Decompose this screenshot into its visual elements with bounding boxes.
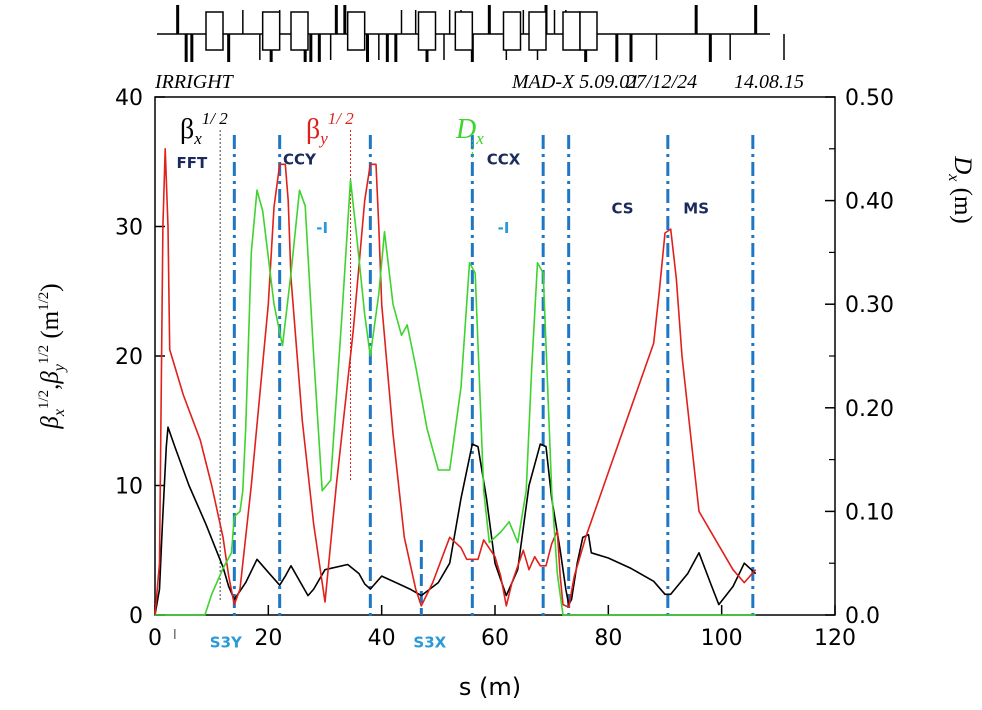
y-right-tick-label: 0.10 (845, 500, 894, 525)
y-right-title-unit: (m) (949, 181, 976, 223)
y-right-tick-label: 0.50 (845, 86, 894, 111)
lattice-layout (157, 5, 785, 62)
y-left-tick-label: 10 (115, 475, 143, 500)
legend-bety-sup: 1/ 2 (328, 109, 354, 128)
lattice-quad-down (394, 34, 398, 62)
series-lines (154, 148, 757, 616)
lattice-quad-down (184, 34, 188, 62)
region-label-4: -I (498, 219, 510, 237)
lattice-quad-down (227, 34, 231, 62)
y-title-pow-y: 1/2 (36, 345, 52, 364)
y-right-tick-label: 0.40 (845, 190, 894, 215)
axis-ticks: 0 20 40 60 80 100 120 0 10 20 30 40 0.0 0.10 0.20 0.30 0… (115, 86, 894, 651)
legend: βx1/ 2 βy1/ 2 Dx (180, 109, 484, 148)
lattice-bend (502, 11, 522, 51)
legend-betx-symbol: β (180, 114, 194, 145)
lattice-bend (261, 11, 281, 51)
y-left-tick-label: 30 (115, 216, 143, 241)
y-title-pow-x: 1/2 (36, 390, 52, 409)
header: IRRIGHT MAD-X 5.09.01 27/12/24 14.08.15 (154, 71, 804, 93)
region-label-7: S3Y (210, 633, 243, 651)
x-axis-title: s (m) (459, 673, 521, 701)
y-right-tick-label: 0.0 (845, 604, 880, 629)
lattice-bend (454, 11, 474, 51)
region-label-1: CCY (283, 150, 317, 168)
lattice-quad-up (334, 5, 338, 34)
lattice-quad-up (487, 5, 491, 34)
y-right-tick-label: 0.30 (845, 293, 894, 318)
legend-bety-sub: y (318, 129, 328, 148)
y-left-tick-label: 0 (129, 604, 143, 629)
legend-betx: βx1/ 2 (180, 109, 228, 148)
x-tick-label: 100 (701, 626, 743, 651)
y-right-title-main: D (949, 155, 976, 174)
legend-bety: βy1/ 2 (306, 109, 354, 148)
legend-betx-sub: x (193, 129, 202, 148)
y-title-sub-x: x (51, 409, 68, 417)
lattice-quad-down (615, 34, 619, 62)
region-label-2: -I (316, 219, 328, 237)
lattice-bend (579, 11, 598, 51)
region-labels: FFT CCY -I CCX -I CS MS S3Y S3X (176, 150, 709, 651)
y-left-title: βx1/2,βy1/2 (m1/2) (36, 283, 68, 429)
series-line-1 (154, 148, 757, 616)
lattice-quad-down (366, 34, 369, 62)
region-label-3: CCX (487, 150, 521, 168)
header-left: IRRIGHT (154, 71, 235, 93)
lattice-bend (417, 11, 437, 51)
legend-dx: Dx (455, 114, 484, 148)
lattice-quad-down (190, 34, 194, 62)
y-title-sub-y: y (51, 363, 68, 373)
lattice-quad-down (629, 34, 633, 62)
y-title-unit-close: ) (37, 283, 64, 291)
lattice-bend (346, 11, 366, 51)
header-time: 14.08.15 (734, 71, 804, 93)
region-label-0: FFT (176, 154, 207, 172)
y-right-title-sub: x (945, 173, 962, 181)
header-program: MAD-X 5.09.01 (511, 71, 639, 93)
lattice-quad-down (309, 34, 313, 62)
region-label-5: CS (611, 200, 633, 218)
lattice-bend (290, 11, 309, 51)
lattice-quad-down (708, 34, 712, 62)
series-line-2 (155, 179, 756, 616)
y-title-beta-y: β (37, 371, 64, 385)
x-tick-label: 80 (594, 626, 622, 651)
y-left-tick-label: 20 (115, 345, 143, 370)
y-title-beta-x: β (37, 416, 64, 430)
element-markers (174, 130, 755, 639)
lattice-bend (528, 11, 547, 51)
lattice-bend (562, 11, 581, 51)
x-tick-label: 40 (368, 626, 396, 651)
series-line-0 (154, 426, 757, 616)
x-tick-label: 0 (148, 626, 162, 651)
lattice-quad-up (694, 5, 698, 34)
lattice-quad-down (317, 34, 321, 62)
y-title-unit-open: (m (37, 310, 64, 345)
x-tick-label: 120 (814, 626, 856, 651)
y-title-unit-pow: 1/2 (36, 292, 52, 311)
y-right-title: Dx (m) (945, 155, 976, 224)
legend-betx-sup: 1/ 2 (202, 109, 228, 128)
lattice-quad-up (343, 5, 347, 34)
lattice-quad-down (385, 34, 389, 62)
x-tick-label: 60 (481, 626, 509, 651)
legend-bety-symbol: β (306, 114, 320, 145)
x-tick-label: 20 (254, 626, 282, 651)
legend-dx-symbol: D (455, 114, 476, 145)
region-label-6: MS (683, 200, 709, 218)
y-right-tick-label: 0.20 (845, 397, 894, 422)
lattice-quad-up (754, 5, 758, 34)
lattice-bend (205, 11, 224, 51)
header-date: 27/12/24 (626, 71, 697, 93)
region-label-8: S3X (413, 633, 446, 651)
lattice-quad-up (176, 5, 180, 34)
y-left-tick-label: 40 (115, 86, 143, 111)
legend-dx-sub: x (475, 129, 484, 148)
y-title-comma: , (37, 384, 64, 390)
